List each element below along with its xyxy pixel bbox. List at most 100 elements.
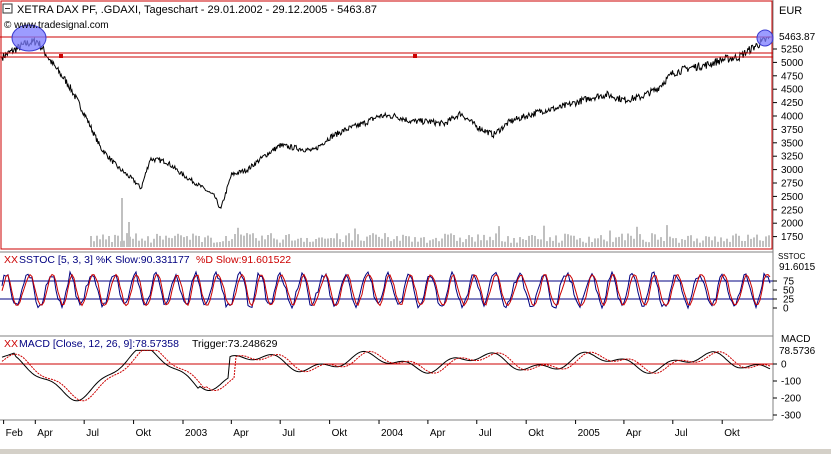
volume-bar — [174, 235, 176, 247]
volume-bar — [435, 237, 437, 247]
volume-bar — [423, 237, 425, 247]
volume-bar — [582, 241, 584, 247]
volume-bar — [732, 235, 734, 247]
volume-bar — [195, 235, 197, 247]
macd-last-value: 78.5736 — [779, 346, 816, 357]
volume-bar — [414, 237, 416, 247]
volume-bar — [501, 241, 503, 247]
stoch-axis-title: SSTOC — [778, 252, 806, 261]
stoch-k-line — [1, 270, 771, 310]
volume-bar — [243, 235, 245, 247]
volume-bar — [210, 237, 212, 247]
line-handle-left[interactable] — [59, 54, 63, 58]
macd-axis-title: MACD — [781, 334, 810, 345]
time-tick-label: Jul — [86, 428, 99, 439]
price-tick-label: 2500 — [781, 192, 804, 203]
volume-bar — [234, 234, 236, 247]
volume-bar — [267, 235, 269, 247]
stoch-d-line — [1, 273, 771, 307]
volume-bar — [351, 240, 353, 247]
volume-bar — [474, 241, 476, 247]
volume-bar — [528, 235, 530, 247]
volume-bar — [330, 238, 332, 247]
volume-bar — [534, 235, 536, 247]
volume-bar — [546, 241, 548, 247]
volume-bar — [90, 236, 92, 247]
volume-bar — [378, 236, 380, 247]
volume-bar — [573, 235, 575, 247]
volume-bar — [663, 241, 665, 247]
time-tick-label: 2004 — [381, 428, 404, 439]
volume-bar — [291, 240, 293, 247]
highlight-circle-start[interactable] — [11, 24, 47, 52]
volume-bar — [219, 242, 221, 247]
price-tick-label: 3250 — [781, 152, 804, 163]
volume-bar — [492, 240, 494, 247]
time-tick-label: Okt — [332, 428, 348, 439]
volume-bar — [549, 237, 551, 247]
volume-bar — [348, 233, 350, 247]
volume-bar — [747, 234, 749, 247]
volume-bar — [762, 240, 764, 247]
volume-bar — [540, 239, 542, 247]
highlight-circle-end[interactable] — [756, 29, 774, 47]
time-tick-label: Okt — [724, 428, 740, 439]
time-axis-ticks: Feb Apr Jul Okt 2003 Apr Jul Okt 2004 Apr Jul Okt 20… — [3, 420, 740, 439]
volume-bar — [408, 236, 410, 247]
line-handle-mid[interactable] — [413, 54, 417, 58]
volume-bar — [183, 237, 185, 247]
price-line — [1, 35, 771, 210]
volume-bar — [453, 235, 455, 247]
volume-bar — [312, 241, 314, 247]
volume-bar — [225, 236, 227, 247]
volume-bar — [600, 235, 602, 247]
volume-bar — [756, 234, 758, 247]
volume-bar — [576, 239, 578, 247]
volume-bar — [432, 239, 434, 247]
volume-bar — [417, 241, 419, 247]
macd-trigger-line — [1, 349, 771, 402]
volume-bar — [138, 240, 140, 247]
volume-bar — [192, 233, 194, 247]
price-tick-label: 4750 — [781, 71, 804, 82]
macd-line — [1, 349, 771, 402]
volume-bar — [258, 240, 260, 247]
volume-bar — [621, 233, 623, 247]
volume-bar — [128, 222, 130, 247]
volume-bar — [108, 236, 110, 247]
time-tick-label: Jul — [479, 428, 492, 439]
volume-bar — [465, 239, 467, 247]
volume-bar — [366, 236, 368, 247]
volume-bar — [666, 225, 668, 247]
volume-bar — [498, 226, 500, 247]
volume-bar — [315, 239, 317, 247]
volume-bar — [255, 238, 257, 247]
source-credit: © www.tradesignal.com — [4, 20, 109, 31]
volume-bar — [297, 238, 299, 247]
price-tick-label: 5250 — [781, 45, 804, 56]
volume-bar — [525, 240, 527, 247]
stoch-last-value: 91.6015 — [779, 262, 816, 273]
volume-bar — [375, 234, 377, 247]
volume-bar — [522, 239, 524, 247]
volume-bar — [588, 236, 590, 247]
volume-bar — [336, 233, 338, 247]
price-tick-label: 3500 — [781, 138, 804, 149]
volume-bar — [180, 235, 182, 247]
price-tick-label: 2250 — [781, 205, 804, 216]
volume-bar — [477, 234, 479, 247]
volume-bar — [684, 239, 686, 247]
volume-bar — [699, 242, 701, 247]
volume-bar — [702, 240, 704, 247]
volume-bar — [237, 227, 239, 247]
volume-bar — [753, 237, 755, 247]
volume-bar — [207, 235, 209, 247]
volume-bar — [711, 240, 713, 247]
stoch-label-prefix: XX — [4, 254, 18, 266]
volume-bar — [606, 241, 608, 247]
volume-bar — [639, 234, 641, 247]
volume-bar — [369, 235, 371, 247]
volume-bar — [249, 234, 251, 247]
